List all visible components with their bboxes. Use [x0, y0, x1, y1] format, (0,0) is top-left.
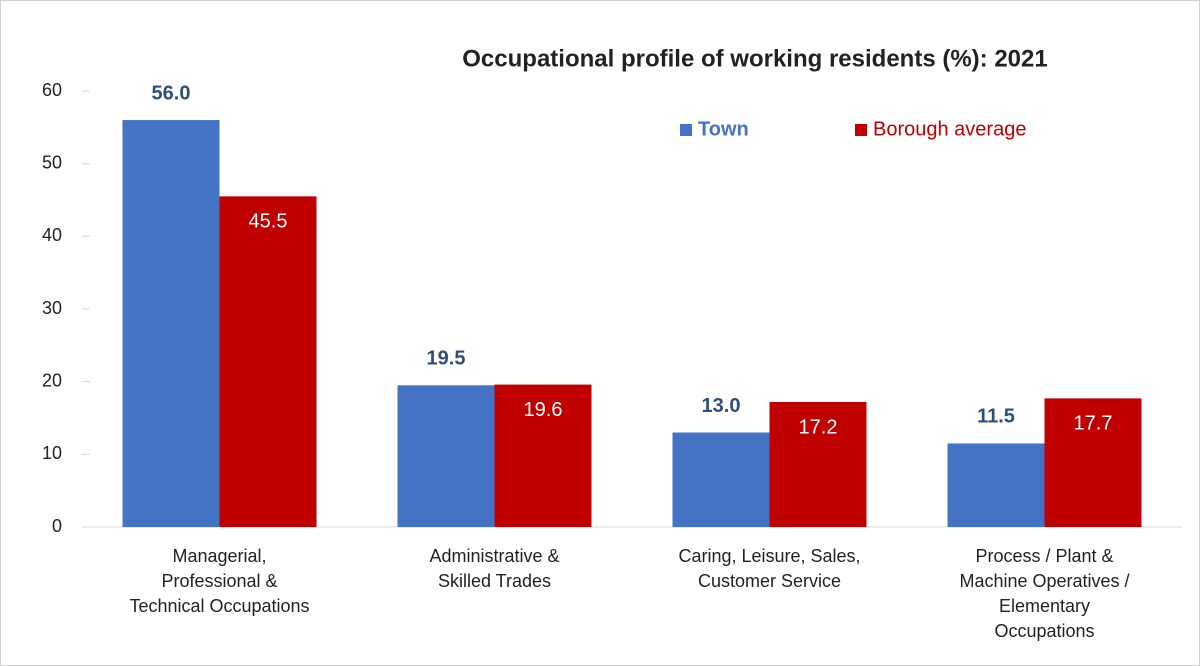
y-tick-label: 0	[52, 516, 62, 536]
legend-swatch	[680, 124, 692, 136]
y-tick-label: 50	[42, 152, 62, 172]
x-tick-label: Administrative &	[429, 546, 559, 566]
y-tick-label: 30	[42, 298, 62, 318]
data-label: 45.5	[249, 211, 288, 233]
bar	[769, 402, 867, 527]
x-tick-label: Occupations	[994, 621, 1094, 641]
bar	[122, 120, 220, 528]
x-tick-label: Customer Service	[698, 571, 841, 591]
bar	[397, 385, 495, 527]
y-tick-label: 60	[42, 80, 62, 100]
bar	[494, 384, 592, 527]
data-label: 19.6	[524, 399, 563, 421]
chart-title: Occupational profile of working resident…	[462, 45, 1047, 72]
bar	[947, 443, 1045, 527]
legend-swatch	[855, 124, 867, 136]
x-tick-label: Elementary	[999, 596, 1090, 616]
x-tick-label: Process / Plant &	[975, 546, 1113, 566]
x-tick-label: Professional &	[161, 571, 277, 591]
data-label: 56.0	[152, 82, 191, 104]
legend-label: Borough average	[873, 118, 1026, 140]
bar	[1044, 398, 1142, 527]
data-label: 13.0	[702, 395, 741, 417]
bar	[219, 196, 317, 527]
x-tick-label: Managerial,	[172, 546, 266, 566]
bar	[672, 432, 770, 527]
x-tick-label: Skilled Trades	[438, 571, 551, 591]
data-label: 17.7	[1074, 413, 1113, 435]
x-tick-label: Technical Occupations	[129, 596, 309, 616]
x-tick-label: Machine Operatives /	[959, 571, 1129, 591]
y-tick-label: 20	[42, 370, 62, 390]
data-label: 17.2	[799, 416, 838, 438]
x-tick-label: Caring, Leisure, Sales,	[678, 546, 860, 566]
data-label: 11.5	[977, 406, 1015, 428]
y-tick-label: 40	[42, 225, 62, 245]
legend-label: Town	[698, 118, 749, 140]
y-tick-label: 10	[42, 443, 62, 463]
data-label: 19.5	[427, 348, 466, 370]
